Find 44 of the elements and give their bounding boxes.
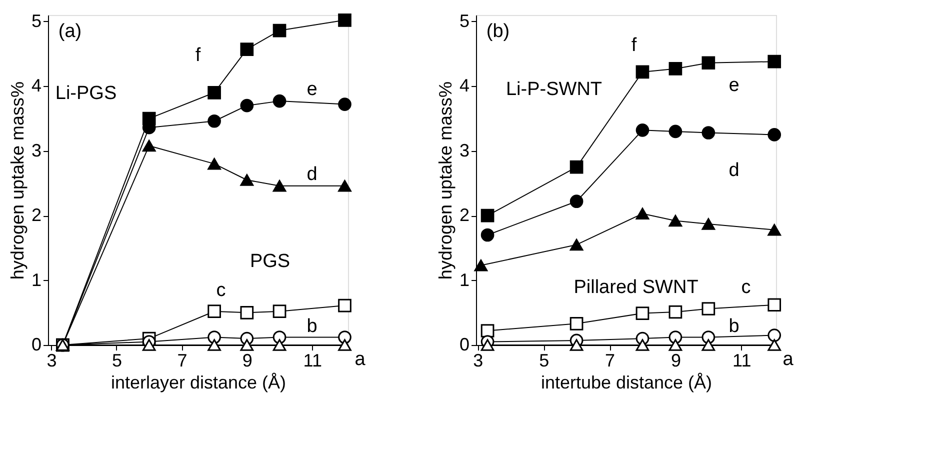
y-tick-label: 2	[459, 205, 470, 226]
x-tick-label: 5	[539, 350, 550, 370]
x-tick-label: 9	[242, 350, 252, 370]
annotation: e	[306, 79, 318, 100]
y-axis-title: hydrogen uptake mass%	[7, 81, 28, 280]
y-tick-label: 5	[31, 10, 42, 31]
x-axis-title: interlayer distance (Å)	[110, 372, 286, 392]
annotation: f	[195, 45, 202, 66]
x-tick-label: 3	[473, 350, 484, 370]
y-tick-label: 4	[459, 76, 470, 96]
x-tick-label: 11	[732, 350, 752, 370]
y-tick-label: 0	[459, 334, 470, 354]
annotation: PGS	[250, 251, 290, 272]
annotation: Li-PGS	[55, 83, 117, 104]
x-tick-label: 11	[303, 350, 322, 370]
annotation: d	[306, 164, 318, 185]
y-tick-label: 3	[31, 140, 42, 160]
y-tick-label: 3	[459, 140, 470, 160]
annotation: e	[728, 75, 740, 96]
text: a	[354, 349, 366, 370]
annotation: c	[741, 277, 751, 298]
annotation: Pillared SWNT	[574, 277, 699, 298]
y-tick-label: 0	[31, 334, 42, 354]
annotation: c	[216, 280, 226, 301]
annotation: b	[728, 316, 740, 337]
y-tick-label: 1	[459, 270, 470, 290]
x-tick-label: 9	[670, 350, 681, 370]
x-tick-label: 3	[46, 350, 57, 370]
annotation: (b)	[486, 21, 510, 42]
x-tick-label: 7	[177, 350, 188, 370]
annotation: b	[306, 316, 318, 337]
text: a	[782, 349, 794, 370]
y-tick-label: 2	[31, 205, 42, 226]
annotation: f	[631, 35, 638, 56]
y-tick-label: 4	[31, 76, 42, 96]
annotation: Li-P-SWNT	[506, 79, 602, 100]
annotation: d	[728, 160, 740, 181]
annotation: (a)	[58, 21, 82, 42]
x-tick-label: 7	[605, 350, 616, 370]
y-tick-label: 1	[31, 270, 42, 290]
x-axis-title: intertube distance (Å)	[540, 372, 712, 392]
x-tick-label: 5	[112, 350, 122, 370]
y-tick-label: 5	[459, 10, 470, 31]
y-axis-title: hydrogen uptake mass%	[435, 81, 456, 280]
